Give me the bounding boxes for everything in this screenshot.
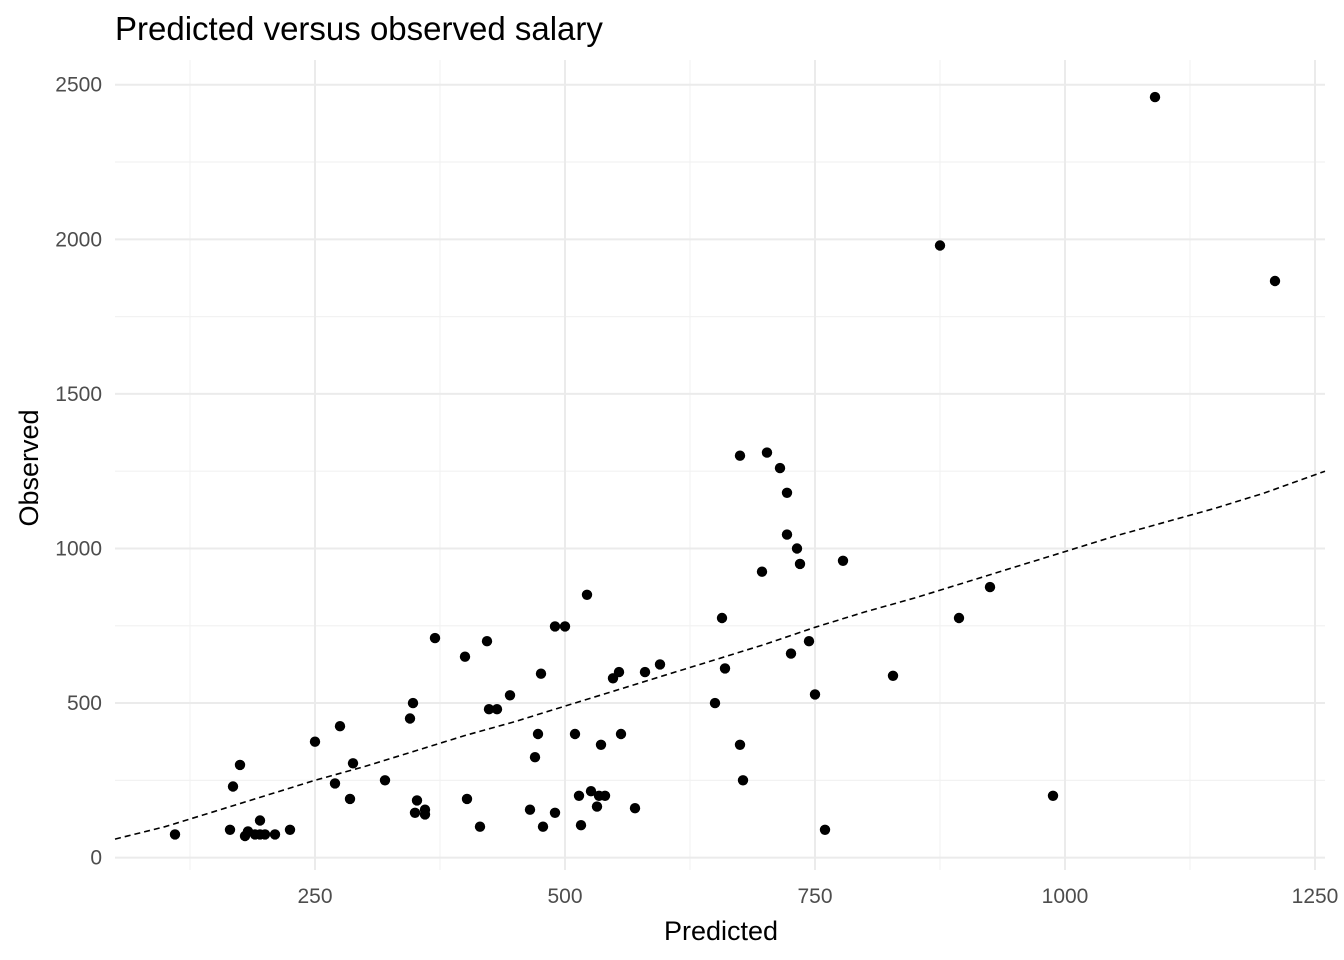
data-point xyxy=(169,829,181,840)
data-point xyxy=(781,487,793,498)
data-point xyxy=(1047,790,1059,801)
data-point xyxy=(344,793,356,805)
reference-line xyxy=(114,470,1326,840)
data-point xyxy=(284,824,296,835)
data-point xyxy=(984,581,996,593)
data-point xyxy=(1269,275,1281,287)
major-gridlines xyxy=(115,60,1325,870)
data-point xyxy=(549,621,561,632)
x-tick-label: 1250 xyxy=(1292,885,1339,908)
data-point xyxy=(259,829,271,840)
data-point xyxy=(819,824,831,835)
data-point xyxy=(254,815,266,826)
data-point xyxy=(761,447,773,458)
chart-title: Predicted versus observed salary xyxy=(115,10,603,47)
data-point xyxy=(491,704,503,715)
x-axis-title: Predicted xyxy=(664,916,778,946)
x-tick-label: 1000 xyxy=(1042,885,1089,908)
data-point xyxy=(716,612,728,624)
data-point xyxy=(474,821,486,832)
data-point xyxy=(404,713,416,724)
data-point xyxy=(269,829,281,840)
data-point xyxy=(654,659,666,670)
y-tick-label: 500 xyxy=(67,692,102,715)
data-point xyxy=(774,462,786,474)
data-point xyxy=(599,790,611,801)
data-point xyxy=(1149,91,1161,103)
data-point xyxy=(809,689,821,700)
data-point xyxy=(756,566,768,577)
data-point xyxy=(591,801,603,812)
data-point xyxy=(781,529,793,540)
data-point xyxy=(794,558,806,570)
data-point xyxy=(537,821,549,832)
data-point xyxy=(347,758,359,769)
data-point xyxy=(329,778,341,789)
y-tick-label: 0 xyxy=(90,847,102,870)
data-point xyxy=(791,543,803,554)
data-point xyxy=(613,666,625,678)
data-point xyxy=(575,820,587,831)
data-point xyxy=(569,728,581,740)
data-point xyxy=(309,736,321,747)
data-point xyxy=(615,728,627,740)
data-point xyxy=(234,759,246,771)
minor-gridlines xyxy=(115,60,1325,870)
data-point xyxy=(532,728,544,740)
data-point xyxy=(411,795,423,806)
data-point xyxy=(595,739,607,750)
data-point xyxy=(953,612,965,624)
data-point xyxy=(934,240,946,251)
data-point xyxy=(887,670,899,681)
y-tick-label: 2500 xyxy=(55,74,102,97)
data-point xyxy=(379,775,391,786)
data-point xyxy=(785,648,797,659)
data-point xyxy=(459,651,471,662)
y-tick-label: 1000 xyxy=(55,537,102,560)
data-point xyxy=(224,824,236,835)
data-point xyxy=(535,668,547,679)
y-tick-label: 1500 xyxy=(55,383,102,406)
data-point xyxy=(639,666,651,678)
data-point xyxy=(837,555,849,566)
x-axis-tick-labels: 250 500 750 1000 1250 xyxy=(297,885,1338,908)
data-point xyxy=(481,636,493,647)
data-point xyxy=(629,803,641,814)
y-axis-tick-labels: 0 500 1000 1500 2000 2500 xyxy=(55,74,102,870)
data-point xyxy=(573,790,585,801)
data-point xyxy=(334,721,346,732)
x-tick-label: 500 xyxy=(547,885,582,908)
y-axis-title: Observed xyxy=(14,409,44,526)
data-point xyxy=(803,636,815,647)
data-point xyxy=(734,450,746,461)
data-point xyxy=(549,807,561,818)
data-points xyxy=(169,91,1281,842)
data-point xyxy=(719,663,731,674)
data-point xyxy=(734,739,746,750)
x-tick-label: 750 xyxy=(797,885,832,908)
data-point xyxy=(737,775,749,786)
data-point xyxy=(585,786,597,797)
data-point xyxy=(227,781,239,792)
data-point xyxy=(409,807,421,818)
data-point xyxy=(504,690,516,701)
data-point xyxy=(407,697,419,709)
data-point xyxy=(529,752,541,763)
data-point xyxy=(429,632,441,644)
data-point xyxy=(419,809,431,820)
data-point xyxy=(581,589,593,600)
data-point xyxy=(559,621,571,632)
data-point xyxy=(524,804,536,815)
data-point xyxy=(709,697,721,709)
y-tick-label: 2000 xyxy=(55,228,102,251)
x-tick-label: 250 xyxy=(297,885,332,908)
data-point xyxy=(483,704,495,715)
data-point xyxy=(461,793,473,805)
